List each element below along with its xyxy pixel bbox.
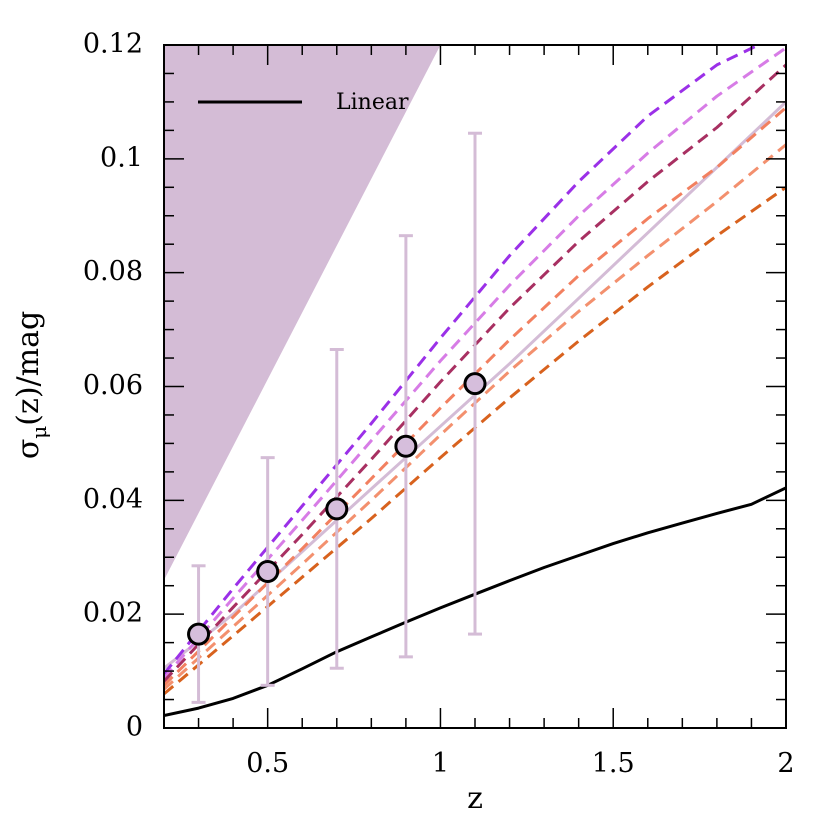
y-axis-label-sigma: σ: [11, 439, 46, 459]
y-tick-label: 0.02: [83, 598, 143, 629]
data-point-4: [463, 372, 487, 396]
x-tick-label: 0.5: [246, 748, 289, 779]
tick-labels: 0.5 1 1.5 2 0 0.02 0.04 0.06 0.08 0.1 0.12: [83, 29, 795, 780]
point-layer: [187, 372, 487, 646]
x-axis-label: z: [467, 781, 483, 816]
plot-area: [164, 45, 786, 717]
legend: Linear: [198, 90, 409, 115]
legend-label-linear: Linear: [336, 90, 409, 115]
data-point-0: [187, 622, 211, 646]
y-axis-label-subscript: μ: [27, 426, 51, 439]
y-axis-label-rest: (z)/mag: [11, 311, 46, 426]
excluded-region: [164, 45, 441, 581]
y-tick-label: 0.04: [83, 484, 143, 515]
x-tick-label: 2: [777, 748, 794, 779]
data-point-3: [394, 434, 418, 458]
x-tick-label: 1: [432, 748, 449, 779]
y-tick-label: 0.06: [83, 370, 143, 401]
y-axis-label: σμ(z)/mag: [11, 311, 51, 459]
y-tick-label: 0.12: [83, 29, 143, 60]
y-tick-label: 0: [126, 712, 143, 743]
data-point-1: [256, 559, 280, 583]
x-tick-label: 1.5: [592, 748, 635, 779]
axis-ticks: [163, 44, 787, 729]
y-tick-label: 0.08: [83, 256, 143, 287]
y-tick-label: 0.1: [100, 142, 143, 173]
data-point-2: [325, 497, 349, 521]
